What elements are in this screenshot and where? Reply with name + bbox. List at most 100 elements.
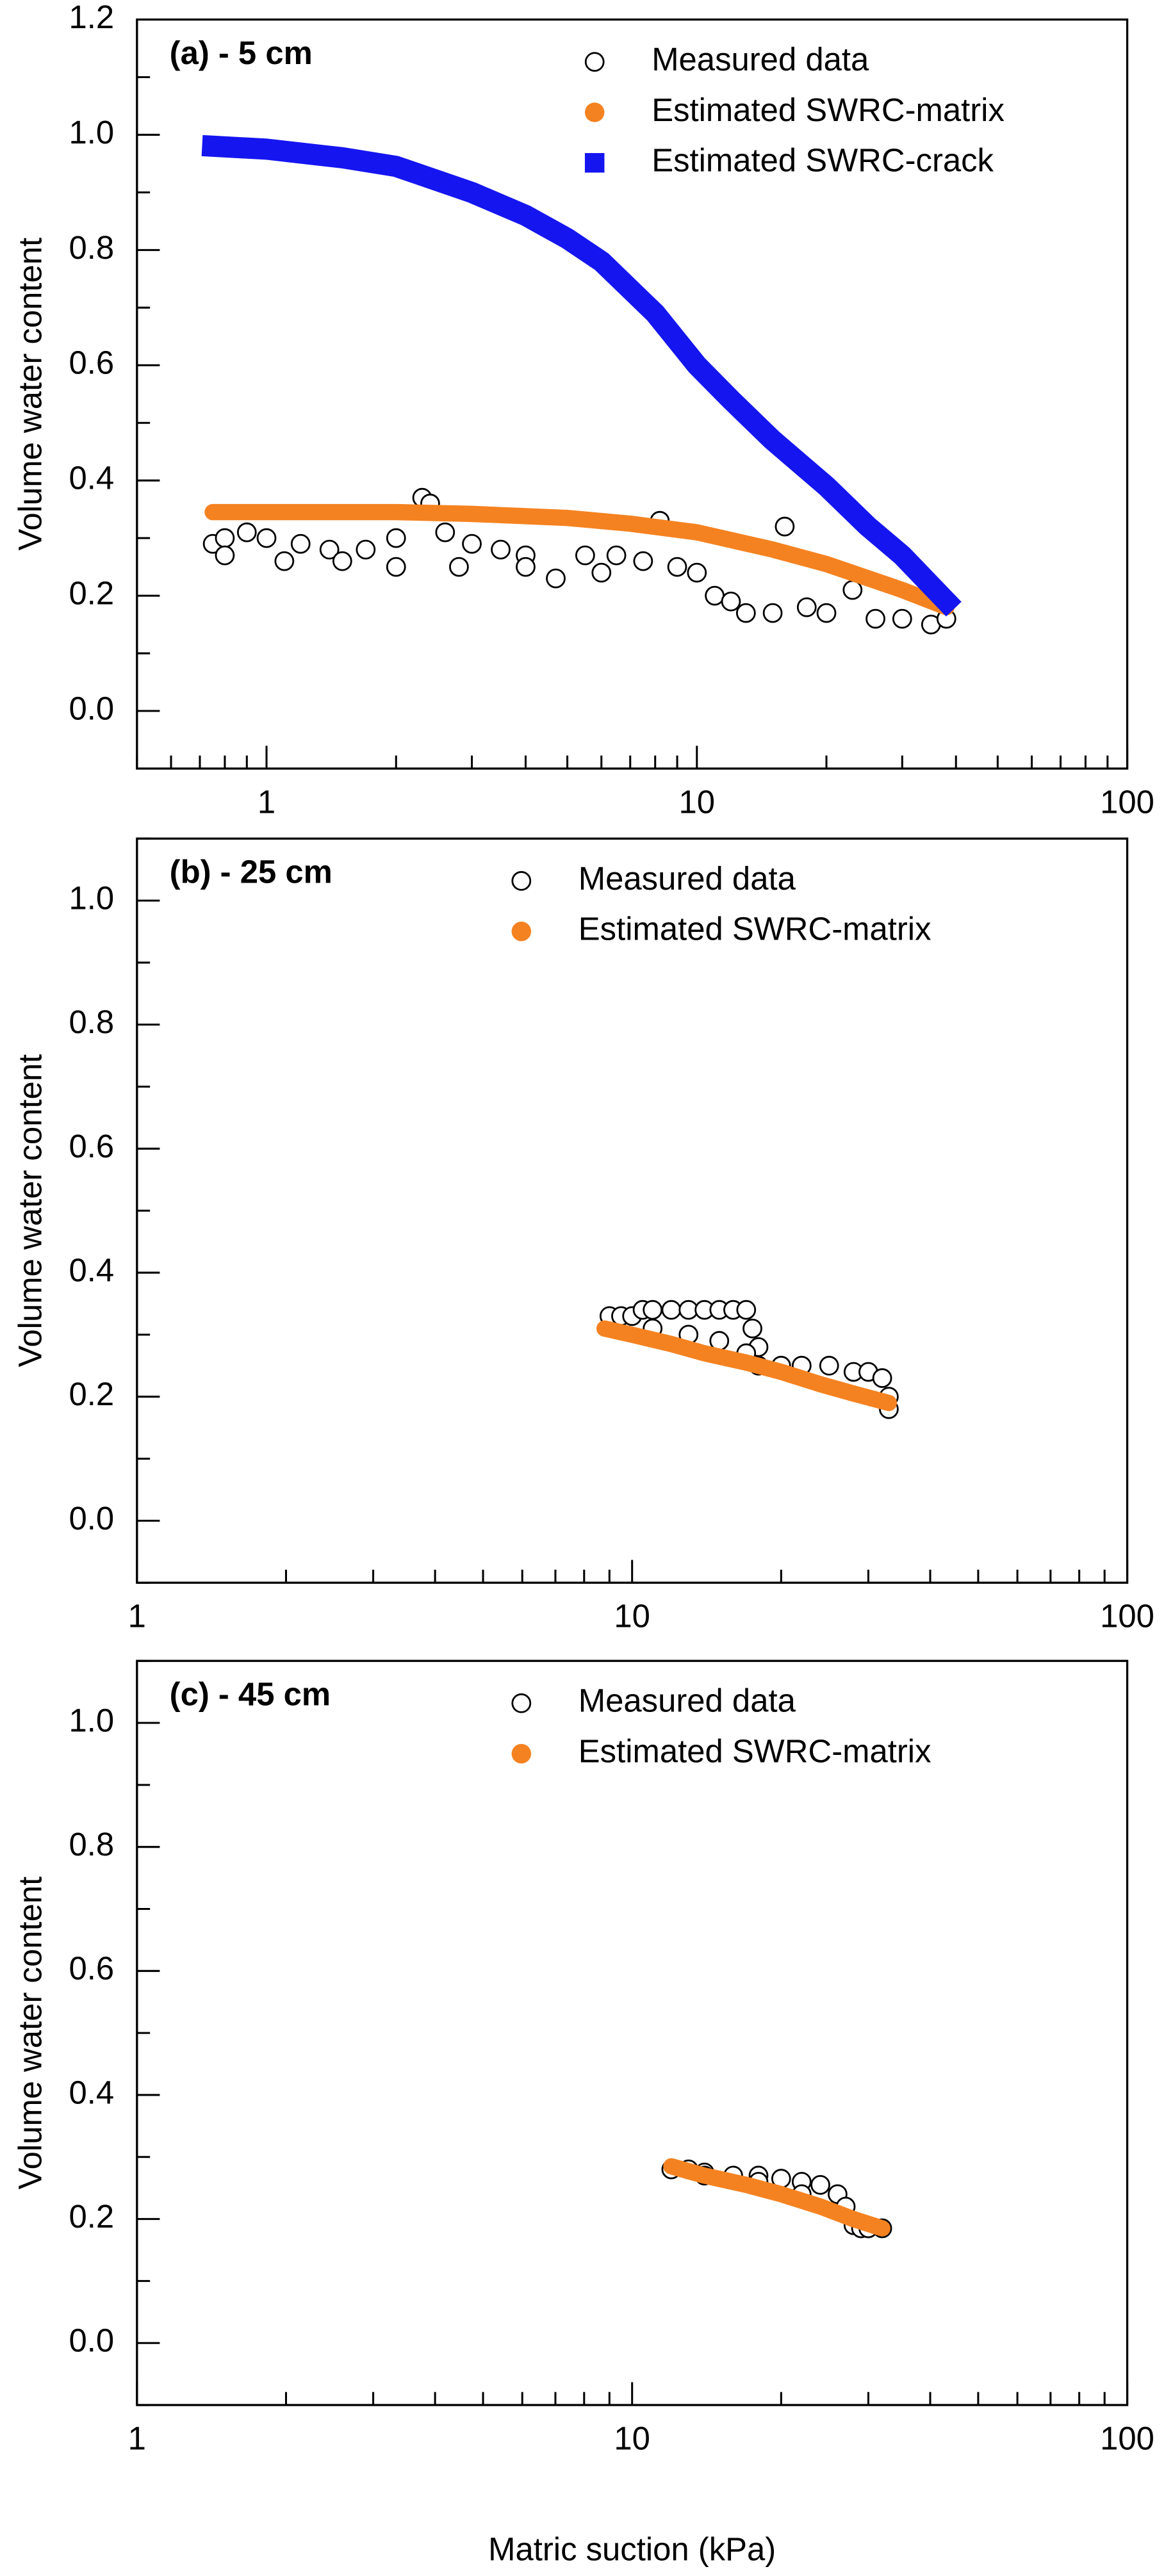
x-tick-label: 1 (128, 1598, 146, 1634)
legend-label: Measured data (652, 41, 869, 77)
x-tick-label: 1 (258, 783, 275, 820)
legend-marker (584, 152, 605, 173)
data-point (775, 516, 795, 537)
panel-title: (b) - 25 cm (170, 854, 332, 890)
data-point (643, 1300, 663, 1320)
y-tick-label: 0.2 (69, 2198, 115, 2235)
fitted-curve (204, 503, 955, 615)
y-tick-label: 0.6 (69, 1128, 115, 1164)
x-tick-label: 100 (1100, 1598, 1154, 1634)
y-tick-label: 0.6 (69, 345, 115, 381)
data-point (215, 528, 235, 548)
data-point (633, 551, 653, 571)
data-point (816, 603, 837, 623)
x-tick-label: 100 (1100, 2420, 1154, 2456)
fitted-curve (596, 1320, 898, 1412)
data-point (796, 597, 817, 617)
data-point (319, 539, 340, 560)
data-point (865, 608, 885, 629)
data-point (546, 568, 566, 589)
data-point (332, 551, 352, 571)
legend-marker (584, 102, 605, 122)
data-point (606, 545, 627, 566)
x-axis-label: Matric suction (kPa) (488, 2531, 776, 2567)
x-tick-label: 100 (1100, 783, 1154, 820)
x-tick-label: 1 (128, 2420, 146, 2456)
data-point (661, 1300, 682, 1320)
y-tick-label: 0.0 (69, 1500, 115, 1537)
legend-marker (511, 1743, 532, 1764)
plot-frame (136, 18, 1129, 770)
fitted-curve (201, 135, 962, 617)
data-point (274, 551, 295, 571)
data-point (516, 557, 536, 577)
y-tick-label: 0.0 (69, 690, 115, 726)
legend-marker (584, 52, 605, 72)
y-tick-label: 0.6 (69, 1950, 115, 1987)
data-point (386, 557, 406, 577)
data-point (736, 1300, 757, 1320)
data-point (575, 545, 595, 566)
legend-marker (511, 921, 532, 942)
data-point (742, 1318, 762, 1339)
data-point (687, 562, 707, 583)
legend-label: Measured data (578, 1683, 796, 1719)
y-tick-label: 0.4 (69, 460, 115, 496)
data-point (705, 585, 725, 606)
plot-frame (136, 837, 1129, 1584)
data-point (819, 1355, 839, 1376)
x-tick-label: 10 (679, 783, 716, 820)
data-point (356, 539, 376, 560)
data-point (290, 534, 311, 554)
data-point (872, 1368, 892, 1389)
x-tick-label: 10 (614, 2420, 650, 2456)
legend-label: Measured data (578, 860, 796, 897)
panel-title: (c) - 45 cm (170, 1676, 331, 1713)
y-tick-label: 0.2 (69, 575, 115, 612)
y-tick-label: 1.2 (69, 0, 115, 35)
plot-frame (136, 1659, 1129, 2406)
panel: 1 10 100 0.0 0.2 0.4 0.6 0.8 1.0 (c) - 45 cm Volum… (12, 1659, 1154, 2567)
panel: 1 10 100 0.0 0.2 0.4 0.6 0.8 1.0 1.2 (a) - 5 cm Vol… (12, 0, 1154, 820)
data-point (591, 562, 612, 583)
data-point (462, 534, 482, 554)
y-axis-label: Volume water content (12, 1877, 49, 2190)
panel-title: (a) - 5 cm (170, 35, 313, 71)
data-point (762, 603, 783, 623)
y-axis-label: Volume water content (12, 238, 49, 551)
x-tick-label: 10 (614, 1598, 650, 1634)
data-point (435, 522, 455, 542)
data-point (810, 2174, 830, 2195)
data-point (667, 557, 687, 577)
panel: 1 10 100 0.0 0.2 0.4 0.6 0.8 1.0 (b) - 25 cm Volum… (12, 837, 1154, 1634)
legend-label: Estimated SWRC-matrix (652, 92, 1005, 128)
legend-marker (511, 1693, 532, 1713)
data-point (721, 591, 741, 612)
y-axis-label: Volume water content (12, 1054, 49, 1367)
data-point (215, 545, 235, 566)
legend-label: Estimated SWRC-matrix (578, 911, 931, 947)
y-tick-label: 1.0 (69, 880, 115, 917)
y-tick-label: 0.8 (69, 1826, 115, 1863)
y-tick-label: 0.4 (69, 2074, 115, 2110)
data-point (735, 603, 756, 623)
legend-label: Estimated SWRC-matrix (578, 1733, 931, 1770)
y-tick-label: 1.0 (69, 114, 115, 151)
y-tick-label: 0.2 (69, 1376, 115, 1412)
legend-label: Estimated SWRC-crack (652, 142, 994, 179)
y-tick-label: 1.0 (69, 1702, 115, 1738)
data-point (449, 557, 469, 577)
data-point (386, 528, 406, 548)
data-point (256, 528, 277, 548)
data-point (236, 522, 257, 542)
fitted-curve (663, 2158, 890, 2237)
y-tick-label: 0.8 (69, 229, 115, 266)
data-point (892, 608, 912, 629)
y-tick-label: 0.4 (69, 1251, 115, 1288)
y-tick-label: 0.8 (69, 1004, 115, 1040)
y-tick-label: 0.0 (69, 2322, 115, 2359)
legend-marker (511, 871, 532, 891)
data-point (491, 539, 511, 560)
